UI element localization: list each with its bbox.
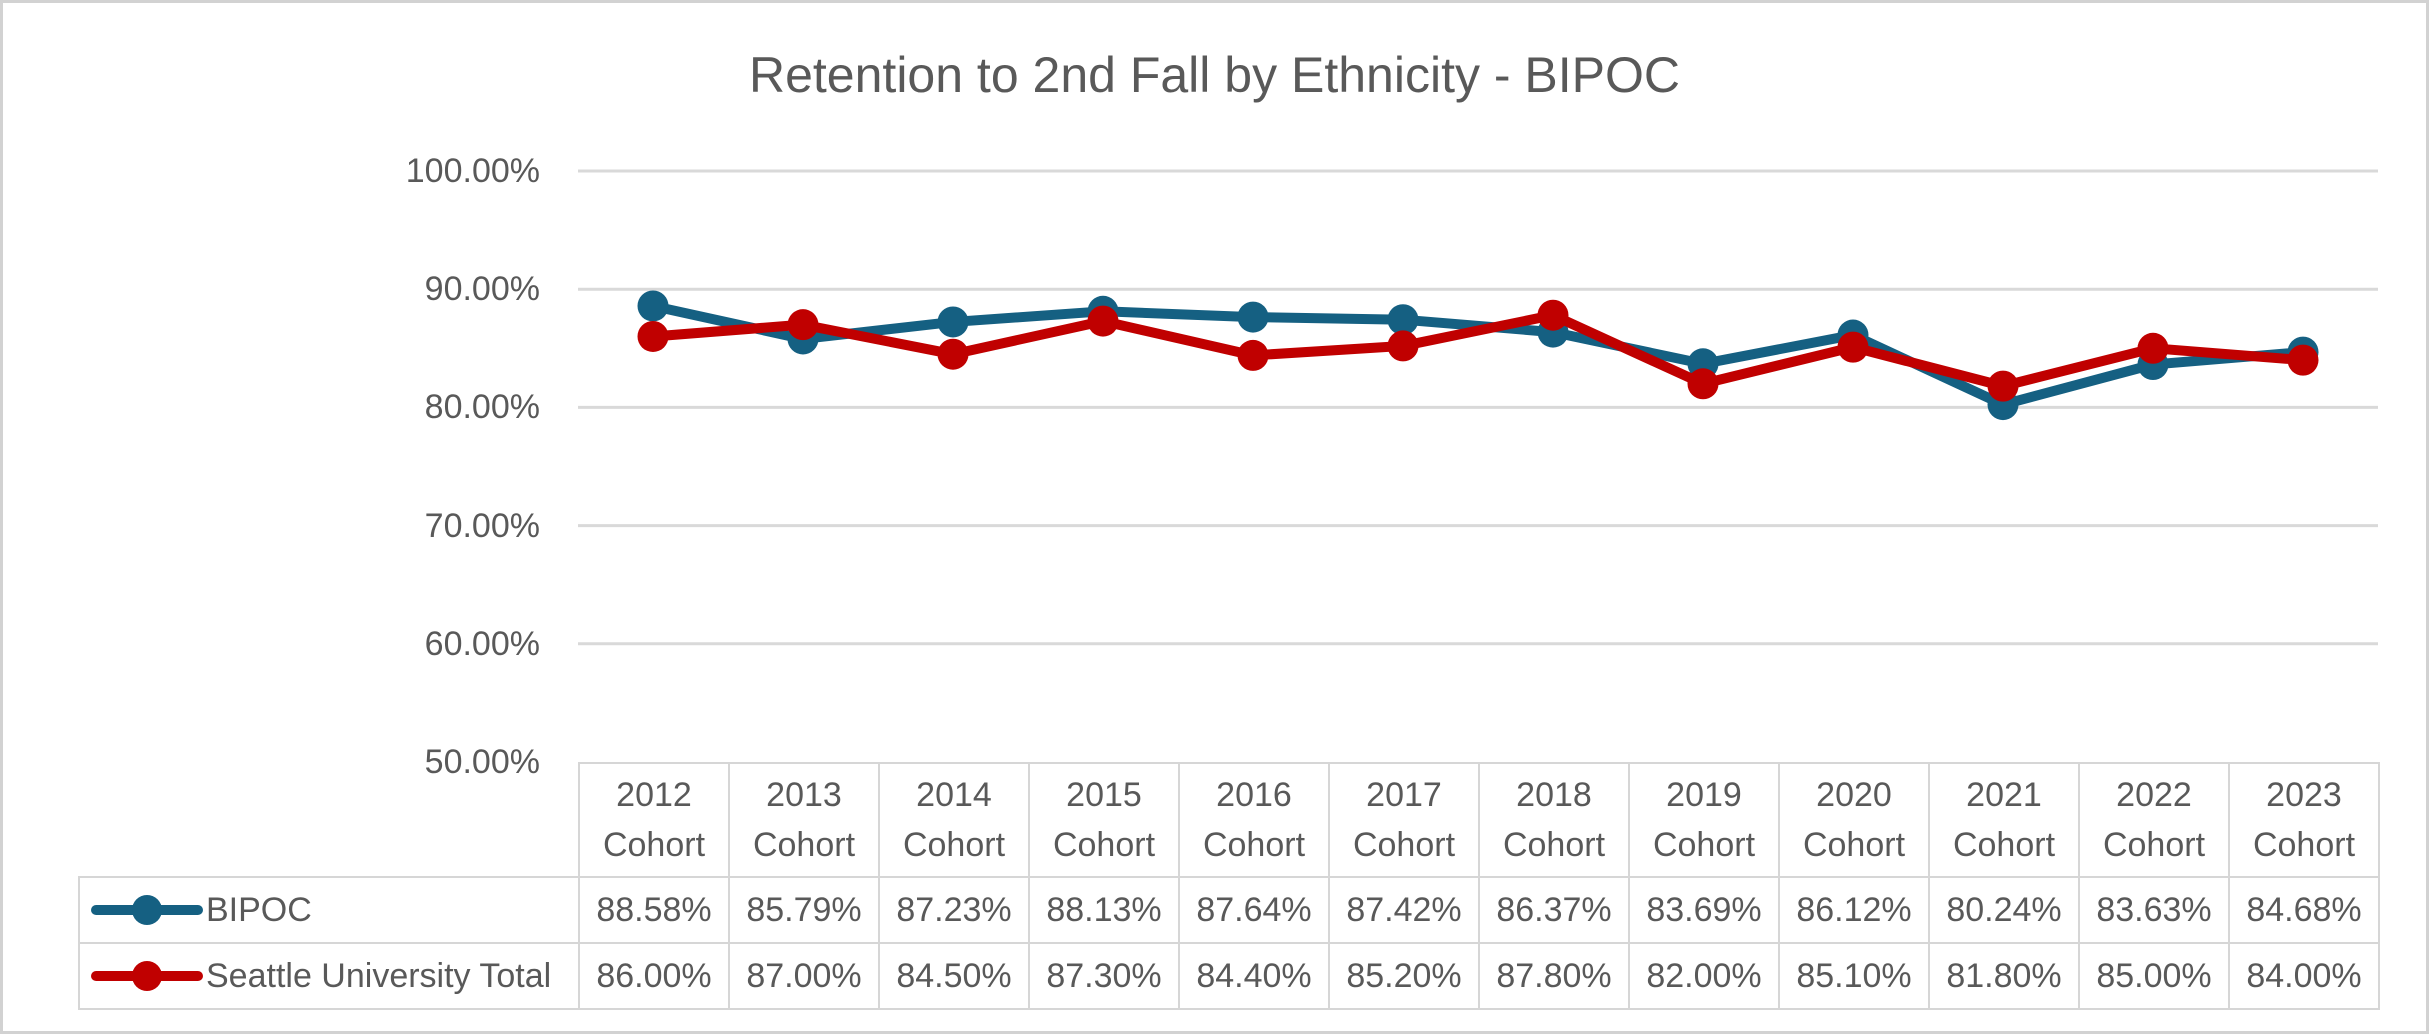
table-header-text: 2019 (1666, 776, 1742, 814)
table-value-cell: 87.42% (1330, 878, 1480, 944)
table-header-cell: 2021 Cohort (1930, 764, 2080, 876)
table-value-cell: 83.69% (1630, 878, 1780, 944)
table-value-cell: 86.37% (1480, 878, 1630, 944)
table-value-cell: 84.68% (2230, 878, 2380, 944)
table-header-text: Cohort (1652, 826, 1756, 864)
table-value-cell: 87.23% (880, 878, 1030, 944)
table-header-cell: 2018 Cohort (1480, 764, 1630, 876)
table-header-text: 2017 (1366, 776, 1442, 814)
table-header-text: 2014 (916, 776, 992, 814)
table-header-text: 2012 (616, 776, 692, 814)
table-header-text: Cohort (2102, 826, 2206, 864)
table-header-text: 2016 (1216, 776, 1292, 814)
table-value-cell: 86.12% (1780, 878, 1930, 944)
table-header-cell: 2013 Cohort (730, 764, 880, 876)
table-header-text: 2018 (1516, 776, 1592, 814)
legend-label: Seattle University Total (206, 956, 552, 995)
table-header-text: Cohort (1202, 826, 1306, 864)
table-header-cell: 2014 Cohort (880, 764, 1030, 876)
y-axis-tick-label: 90.00% (424, 270, 540, 309)
data-point-marker (637, 290, 669, 322)
table-header-text: 2023 (2266, 776, 2342, 814)
table-value-cell: 87.00% (730, 944, 880, 1010)
table-header-text: Cohort (1502, 826, 1606, 864)
series-line-0 (648, 300, 2308, 410)
data-point-marker (1237, 339, 1269, 371)
data-point-marker (1237, 301, 1269, 333)
data-point-marker (1837, 331, 1869, 363)
data-point-marker (1687, 368, 1719, 400)
y-axis-tick-label: 80.00% (424, 388, 540, 427)
table-header-text: Cohort (1952, 826, 2056, 864)
data-point-marker (937, 306, 969, 338)
table-value-cell: 83.63% (2080, 878, 2230, 944)
data-point-marker (1387, 304, 1419, 336)
data-point-marker (1087, 305, 1119, 337)
table-header-cell: 2015 Cohort (1030, 764, 1180, 876)
table-header-cell: 2022 Cohort (2080, 764, 2230, 876)
table-value-cell: 87.80% (1480, 944, 1630, 1010)
data-table-body: BIPOC 88.58% 85.79% 87.23% 88.13% 87.64% 87.42… (78, 876, 2380, 1010)
data-point-marker (637, 320, 669, 352)
table-value-cell: 84.40% (1180, 944, 1330, 1010)
table-header-cell: 2017 Cohort (1330, 764, 1480, 876)
table-row-0: BIPOC 88.58% 85.79% 87.23% 88.13% 87.64% 87.42… (80, 878, 2380, 944)
table-header-text: Cohort (1052, 826, 1156, 864)
table-header-text: 2015 (1066, 776, 1142, 814)
legend-label: BIPOC (206, 890, 312, 929)
data-point-marker (1387, 330, 1419, 362)
legend-item-0: BIPOC (80, 878, 580, 944)
table-header-text: 2022 (2116, 776, 2192, 814)
data-point-marker (787, 309, 819, 341)
y-axis-tick-label: 100.00% (405, 152, 540, 190)
table-value-cell: 80.24% (1930, 878, 2080, 944)
data-point-marker (2287, 344, 2319, 376)
table-value-cell: 87.30% (1030, 944, 1180, 1010)
table-value-cell: 85.20% (1330, 944, 1480, 1010)
table-header-text: Cohort (2252, 826, 2356, 864)
legend-item-1: Seattle University Total (80, 944, 580, 1010)
table-value-cell: 85.00% (2080, 944, 2230, 1010)
table-value-cell: 88.13% (1030, 878, 1180, 944)
y-axis-tick-label: 70.00% (424, 506, 540, 545)
table-header-cell: 2019 Cohort (1630, 764, 1780, 876)
table-value-cell: 82.00% (1630, 944, 1780, 1010)
table-value-cell: 81.80% (1930, 944, 2080, 1010)
chart-title: Retention to 2nd Fall by Ethnicity - BIP… (749, 47, 1680, 103)
data-point-marker (1537, 299, 1569, 331)
table-row-1: Seattle University Total 86.00% 87.00% 84.5… (80, 944, 2380, 1010)
table-header-text: Cohort (902, 826, 1006, 864)
table-value-cell: 88.58% (580, 878, 730, 944)
table-header-text: Cohort (1352, 826, 1456, 864)
table-header-text: 2020 (1816, 776, 1892, 814)
table-value-cell: 86.00% (580, 944, 730, 1010)
table-header-cell: 2023 Cohort (2230, 764, 2380, 876)
table-value-cell: 84.00% (2230, 944, 2380, 1010)
table-value-cell: 84.50% (880, 944, 1030, 1010)
y-axis-tick-label: 50.00% (424, 743, 540, 781)
y-axis-tick-label: 60.00% (424, 624, 540, 663)
data-point-marker (1987, 370, 2019, 402)
table-header-text: Cohort (602, 826, 706, 864)
table-value-cell: 85.79% (730, 878, 880, 944)
series-line-1 (648, 310, 2308, 392)
data-point-marker (2137, 332, 2169, 364)
table-header-text: Cohort (1802, 826, 1906, 864)
table-header-text: Cohort (752, 826, 856, 864)
table-value-cell: 87.64% (1180, 878, 1330, 944)
series-marker-icon (91, 895, 203, 925)
table-header-cell: 2016 Cohort (1180, 764, 1330, 876)
table-header-text: 2013 (766, 776, 842, 814)
table-header-text: 2021 (1966, 776, 2042, 814)
series-marker-icon (91, 961, 203, 991)
data-table-header-row: 2012 Cohort 2013 Cohort 2014 Cohort 2015 Cohort… (578, 762, 2380, 876)
table-header-cell: 2012 Cohort (580, 764, 730, 876)
table-value-cell: 85.10% (1780, 944, 1930, 1010)
table-header-cell: 2020 Cohort (1780, 764, 1930, 876)
data-point-marker (937, 338, 969, 370)
